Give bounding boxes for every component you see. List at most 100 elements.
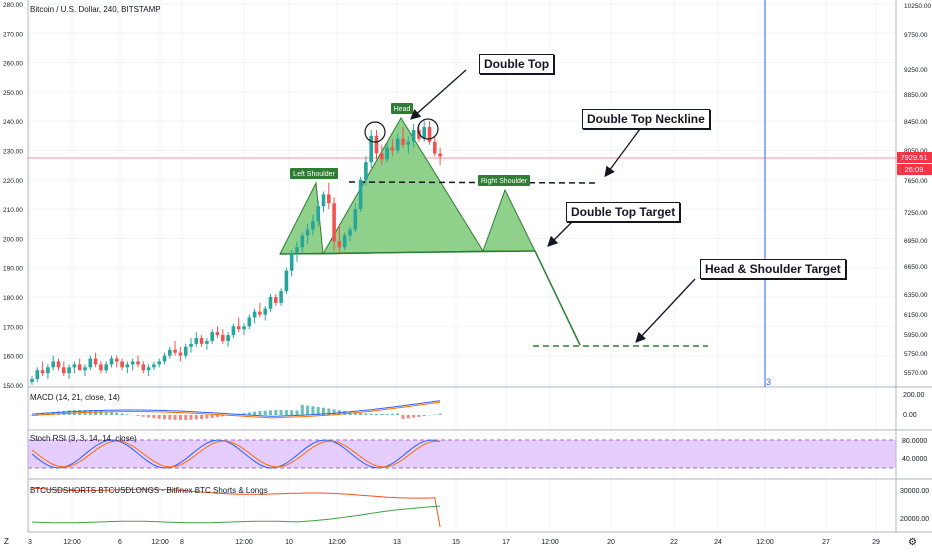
time-axis-label: 3 xyxy=(28,539,32,546)
candle-body xyxy=(221,335,225,341)
macd-histogram-bar xyxy=(311,406,314,415)
macd-histogram-bar xyxy=(264,411,267,415)
left-axis-tick: 180.00 xyxy=(3,295,23,302)
left-axis-tick: 230.00 xyxy=(3,149,23,156)
time-axis-label: 24 xyxy=(714,539,722,546)
corner-left-button[interactable]: Z xyxy=(4,537,9,546)
macd-histogram-bar xyxy=(163,415,166,419)
candle-body xyxy=(83,367,87,370)
settings-gear-icon[interactable]: ⚙ xyxy=(908,537,917,548)
candle-body xyxy=(242,326,246,329)
right-axis-tick: 9250.00 xyxy=(904,67,928,74)
shorts-label[interactable]: BTCUSDSHORTS BTCUSDLONGS - Bitfinex BTC … xyxy=(30,486,268,495)
candle-body xyxy=(142,364,146,370)
right-shoulder-shape xyxy=(483,190,535,251)
macd-histogram-bar xyxy=(126,414,129,415)
candle-body xyxy=(269,297,273,309)
candle-body xyxy=(216,332,220,335)
time-axis-label: 12:00 xyxy=(541,539,559,546)
left-axis-tick: 220.00 xyxy=(3,178,23,185)
double-top-neckline-callout[interactable]: Double Top Neckline xyxy=(582,109,710,129)
candle-body xyxy=(290,253,294,271)
candle-body xyxy=(359,180,363,209)
macd-histogram-bar xyxy=(152,415,155,418)
time-axis-label: 15 xyxy=(452,539,460,546)
shorts-tick-20000: 20000.00 xyxy=(900,516,929,523)
macd-histogram-bar xyxy=(253,412,256,415)
left-axis-tick: 210.00 xyxy=(3,207,23,214)
double-top-target-callout[interactable]: Double Top Target xyxy=(566,202,680,222)
left-axis-tick: 160.00 xyxy=(3,354,23,361)
stoch-label[interactable]: Stoch RSI (3, 3, 14, 14, close) xyxy=(30,434,137,443)
candle-body xyxy=(248,318,252,327)
left-axis-tick: 260.00 xyxy=(3,61,23,68)
candle-body xyxy=(369,136,373,162)
macd-histogram-bar xyxy=(179,415,182,420)
candle-body xyxy=(232,326,236,335)
candle-body xyxy=(57,361,61,367)
macd-histogram-bar xyxy=(296,411,299,415)
right-axis-tick: 9750.00 xyxy=(904,32,928,39)
candle-body xyxy=(73,364,77,367)
left-price-axis: 280.00270.00260.00250.00240.00230.00220.… xyxy=(3,2,23,390)
macd-histogram-bar xyxy=(137,415,140,416)
stoch-tick-80: 80.0000 xyxy=(902,438,927,445)
macd-histogram-bar xyxy=(433,414,436,415)
macd-histogram-bar xyxy=(412,415,415,418)
candle-body xyxy=(316,206,320,221)
right-axis-tick: 7250.00 xyxy=(904,210,928,217)
time-axis-label: 10 xyxy=(285,539,293,546)
macd-histogram-bar xyxy=(391,414,394,415)
right-axis-tick: 10250.00 xyxy=(904,3,931,10)
candle-body xyxy=(136,361,140,364)
macd-histogram-bar xyxy=(423,415,426,416)
candle-body xyxy=(157,361,161,364)
macd-histogram-bar xyxy=(396,413,399,415)
candle-body xyxy=(396,139,400,151)
candle-body xyxy=(433,142,437,154)
candle-body xyxy=(200,338,204,344)
candle-body xyxy=(301,235,305,247)
candle-body xyxy=(385,148,389,160)
macd-histogram-bar xyxy=(380,414,383,415)
head-label-text: Head xyxy=(394,106,411,113)
hs-target-callout[interactable]: Head & Shoulder Target xyxy=(700,259,846,279)
macd-signal-line xyxy=(32,402,440,418)
right-axis-tick: 6950.00 xyxy=(904,238,928,245)
macd-histogram-bar xyxy=(280,410,283,415)
time-axis-label: 12:00 xyxy=(151,539,169,546)
candle-body xyxy=(311,221,315,230)
left-axis-tick: 170.00 xyxy=(3,324,23,331)
macd-histogram-bar xyxy=(407,415,410,418)
macd-histogram-bar xyxy=(121,413,124,415)
double-top-callout[interactable]: Double Top xyxy=(479,54,554,74)
left-axis-tick: 270.00 xyxy=(3,31,23,38)
candle-body xyxy=(195,338,199,344)
macd-histogram-bar xyxy=(274,410,277,415)
hs-target-arrow xyxy=(637,279,695,341)
left-axis-tick: 250.00 xyxy=(3,90,23,97)
candle-body xyxy=(412,130,416,142)
right-axis-tick: 5570.00 xyxy=(904,370,928,377)
right-axis-tick: 6350.00 xyxy=(904,292,928,299)
candle-body xyxy=(274,297,278,303)
head-label: Head xyxy=(391,103,413,114)
macd-histogram-bar xyxy=(364,413,367,415)
macd-tick-200: 200.00 xyxy=(903,392,925,399)
macd-histogram-bar xyxy=(200,415,203,419)
candle-body xyxy=(327,194,331,203)
macd-histogram-bar xyxy=(62,411,65,415)
time-axis-label: 12:00 xyxy=(328,539,346,546)
macd-histogram-bar xyxy=(216,415,219,417)
right-axis-tick: 7650.00 xyxy=(904,178,928,185)
time-axis-label: 12:00 xyxy=(235,539,253,546)
candle-body xyxy=(354,209,358,230)
candle-body xyxy=(115,359,119,362)
chart-title: Bitcoin / U.S. Dollar, 240, BITSTAMP xyxy=(30,5,161,14)
time-axis-label: 12:00 xyxy=(63,539,81,546)
left-shoulder-label: Left Shoulder xyxy=(290,168,338,179)
macd-label[interactable]: MACD (14, 21, close, 14) xyxy=(30,393,120,402)
macd-histogram-bar xyxy=(306,406,309,415)
